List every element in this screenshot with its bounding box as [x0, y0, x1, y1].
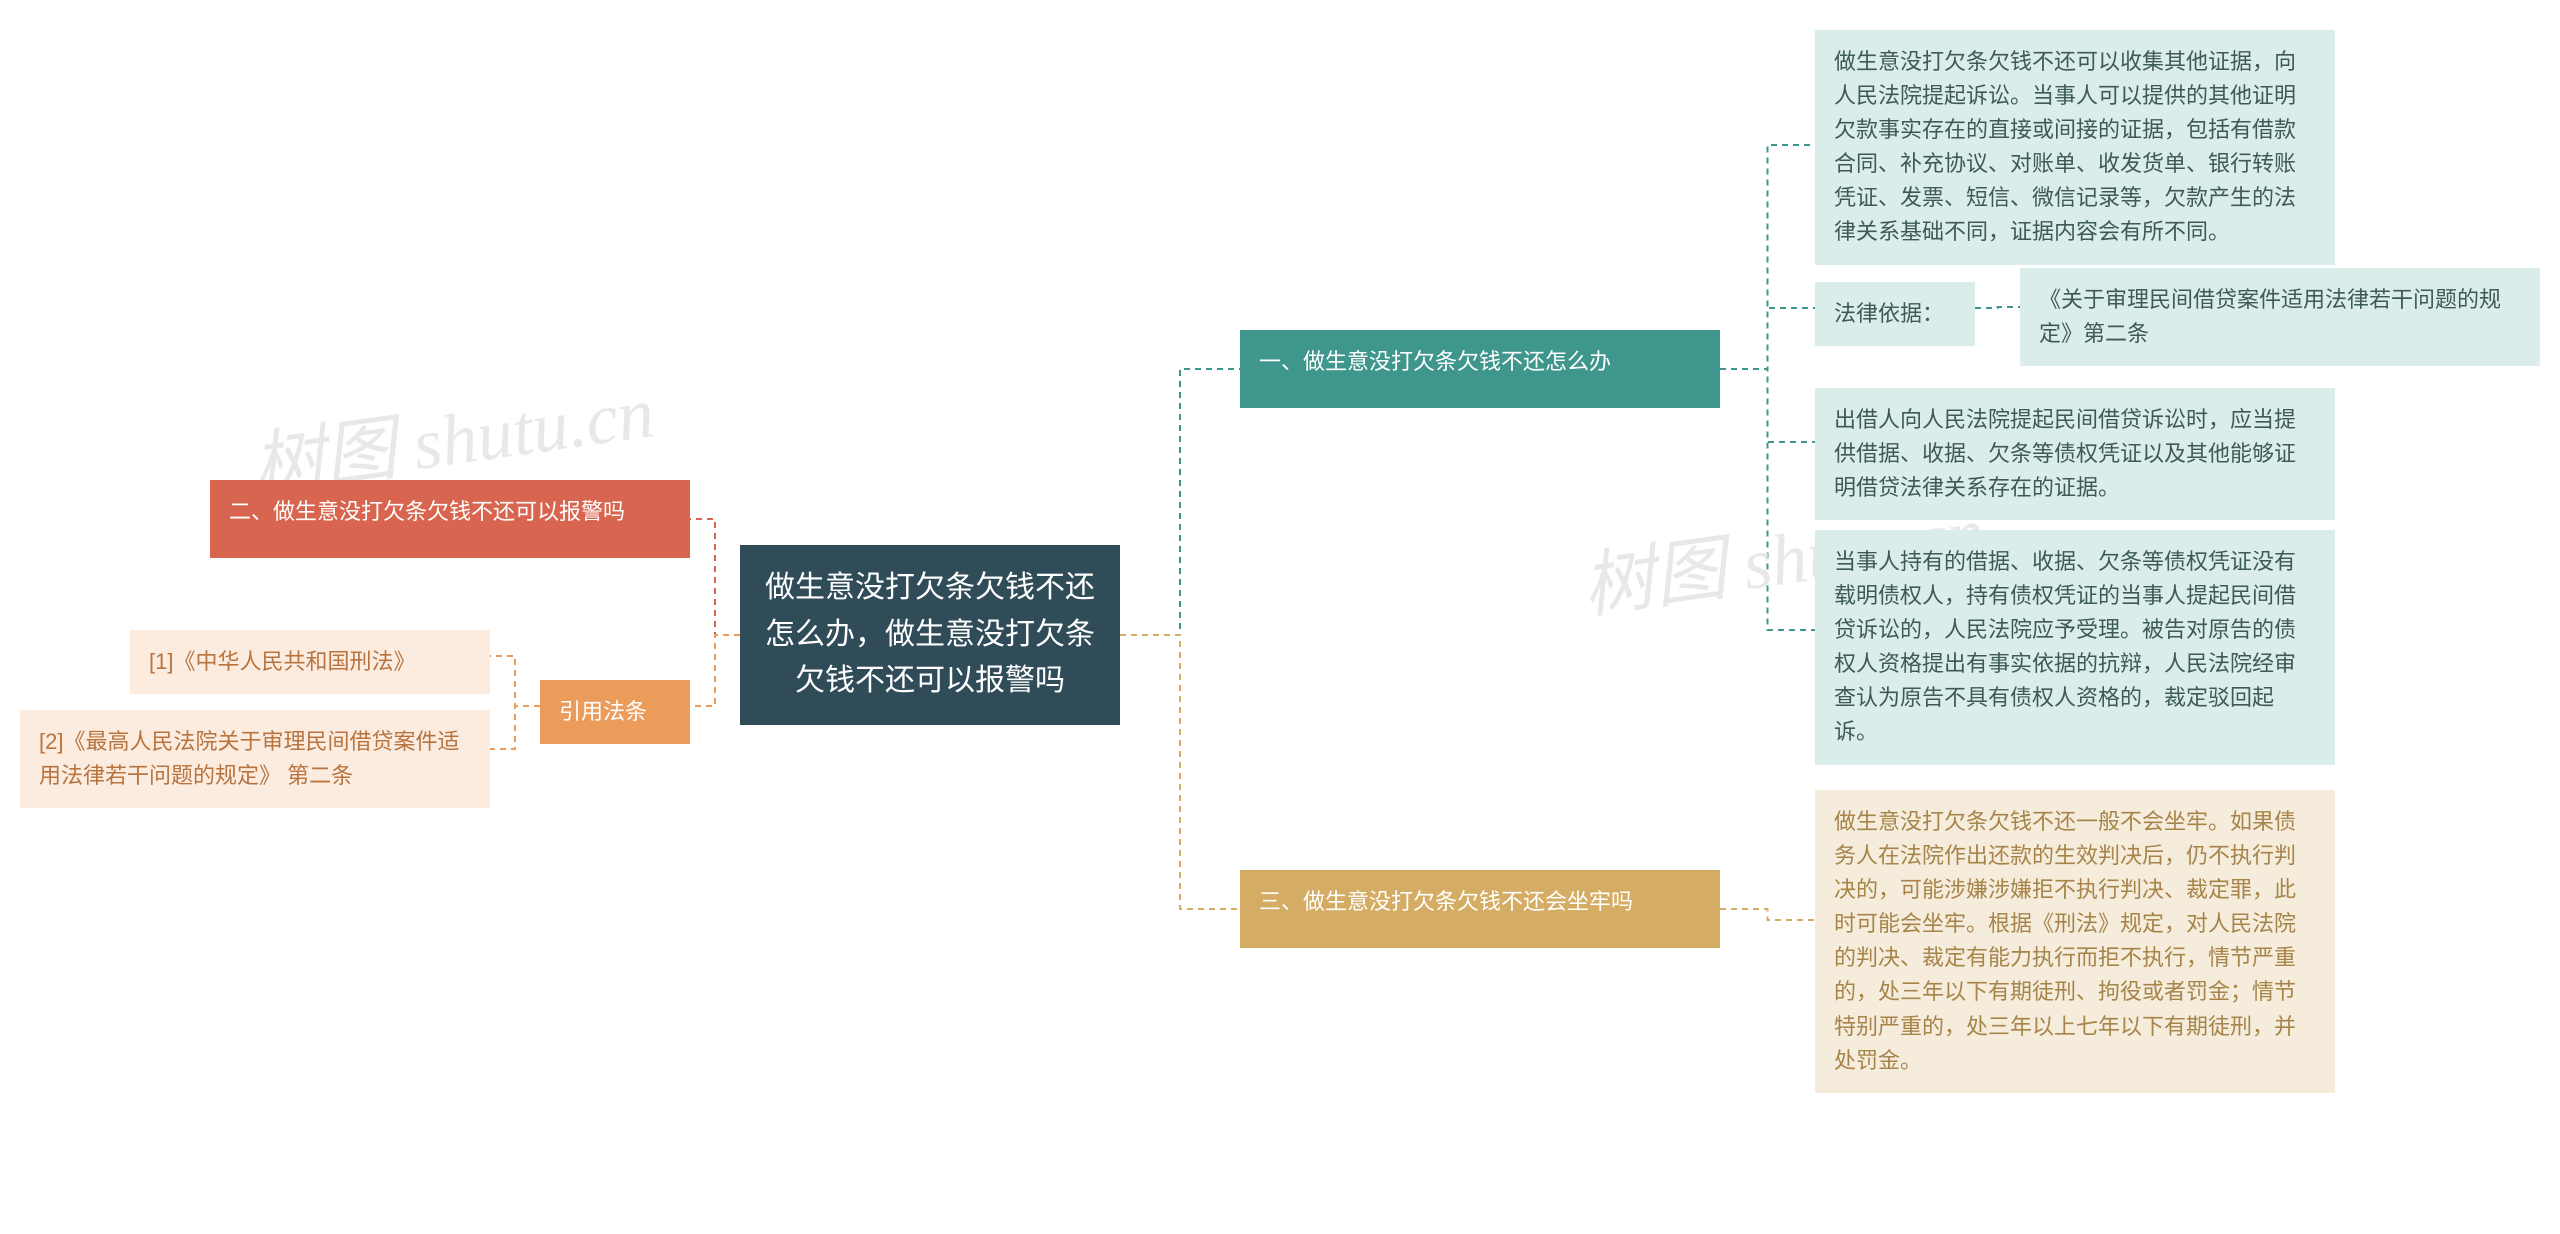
branch-1-legal-basis-label: 法律依据： [1815, 282, 1975, 346]
branch-1-detail-a: 做生意没打欠条欠钱不还可以收集其他证据，向人民法院提起诉讼。当事人可以提供的其他… [1815, 30, 2335, 265]
branch-2: 二、做生意没打欠条欠钱不还可以报警吗 [210, 480, 690, 558]
branch-1-detail-c: 出借人向人民法院提起民间借贷诉讼时，应当提供借据、收据、欠条等债权凭证以及其他能… [1815, 388, 2335, 520]
citation-1: [1]《中华人民共和国刑法》 [130, 630, 490, 694]
branch-1-detail-d: 当事人持有的借据、收据、欠条等债权凭证没有载明债权人，持有债权凭证的当事人提起民… [1815, 530, 2335, 765]
branch-1: 一、做生意没打欠条欠钱不还怎么办 [1240, 330, 1720, 408]
mindmap-canvas: 树图 shutu.cn 树图 shutu.cn 做生意没打欠条欠钱不还怎么办，做… [0, 0, 2560, 1234]
branch-3: 三、做生意没打欠条欠钱不还会坐牢吗 [1240, 870, 1720, 948]
branch-citations: 引用法条 [540, 680, 690, 744]
branch-3-detail-a: 做生意没打欠条欠钱不还一般不会坐牢。如果债务人在法院作出还款的生效判决后，仍不执… [1815, 790, 2335, 1093]
branch-1-legal-basis-text: 《关于审理民间借贷案件适用法律若干问题的规定》第二条 [2020, 268, 2540, 366]
citation-2: [2]《最高人民法院关于审理民间借贷案件适用法律若干问题的规定》 第二条 [20, 710, 490, 808]
center-topic: 做生意没打欠条欠钱不还怎么办，做生意没打欠条欠钱不还可以报警吗 [740, 545, 1120, 725]
